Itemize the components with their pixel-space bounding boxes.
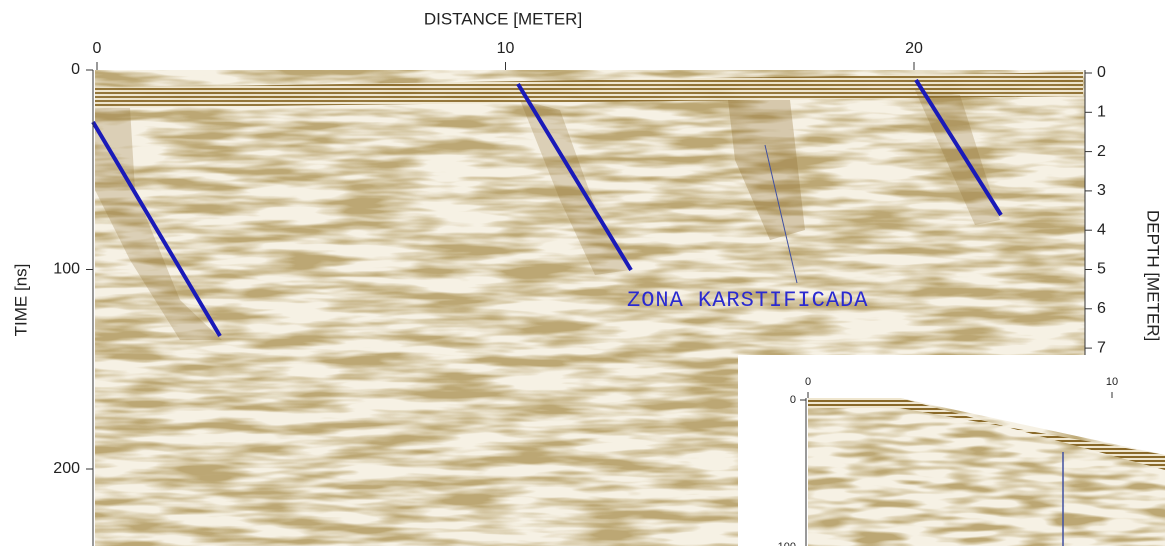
inset-y-tick-label: 100 bbox=[778, 541, 796, 546]
x-tick-label: 10 bbox=[497, 40, 515, 57]
interpretation-line bbox=[914, 78, 1003, 217]
y-tick-label: 0 bbox=[71, 61, 80, 78]
y2-tick-label: 3 bbox=[1097, 182, 1106, 199]
y2-axis-title: DEPTH [METER] bbox=[1144, 210, 1163, 341]
anomaly bbox=[728, 100, 805, 240]
interpretation-line bbox=[516, 82, 633, 272]
y2-tick-label: 0 bbox=[1097, 64, 1106, 81]
annotation: ZONA KARSTIFICADA bbox=[627, 288, 868, 313]
anomaly bbox=[520, 100, 630, 275]
y2-tick-label: 4 bbox=[1097, 221, 1106, 238]
x-axis-title: DISTANCE [METER] bbox=[424, 9, 582, 28]
inset-surface-reflection bbox=[808, 398, 1165, 470]
interpretation-line bbox=[91, 120, 222, 338]
x-tick-label: 20 bbox=[905, 40, 923, 57]
y2-tick-label: 2 bbox=[1097, 143, 1106, 160]
inset bbox=[738, 355, 1165, 546]
anomaly bbox=[95, 108, 222, 340]
y2-tick-label: 5 bbox=[1097, 261, 1106, 278]
anomaly bbox=[915, 90, 1000, 225]
inset-x-tick-label: 0 bbox=[805, 376, 811, 388]
inset-x-tick-label: 10 bbox=[1106, 376, 1118, 388]
y-tick-label: 200 bbox=[53, 460, 80, 477]
y2-tick-label: 7 bbox=[1097, 339, 1106, 356]
y-axis-title: TIME [ns] bbox=[11, 264, 30, 337]
y2-tick-label: 1 bbox=[1097, 104, 1106, 121]
y2-tick-label: 6 bbox=[1097, 300, 1106, 317]
surface-reflection bbox=[95, 72, 1083, 108]
inset-air bbox=[808, 398, 1165, 455]
annotation-pointer bbox=[764, 144, 798, 284]
main-plot: ZONA KARSTIFICADA bbox=[91, 70, 1086, 546]
x-tick-label: 0 bbox=[93, 40, 102, 57]
inset-y-tick-label: 0 bbox=[790, 394, 796, 406]
y-tick-label: 100 bbox=[53, 261, 80, 278]
